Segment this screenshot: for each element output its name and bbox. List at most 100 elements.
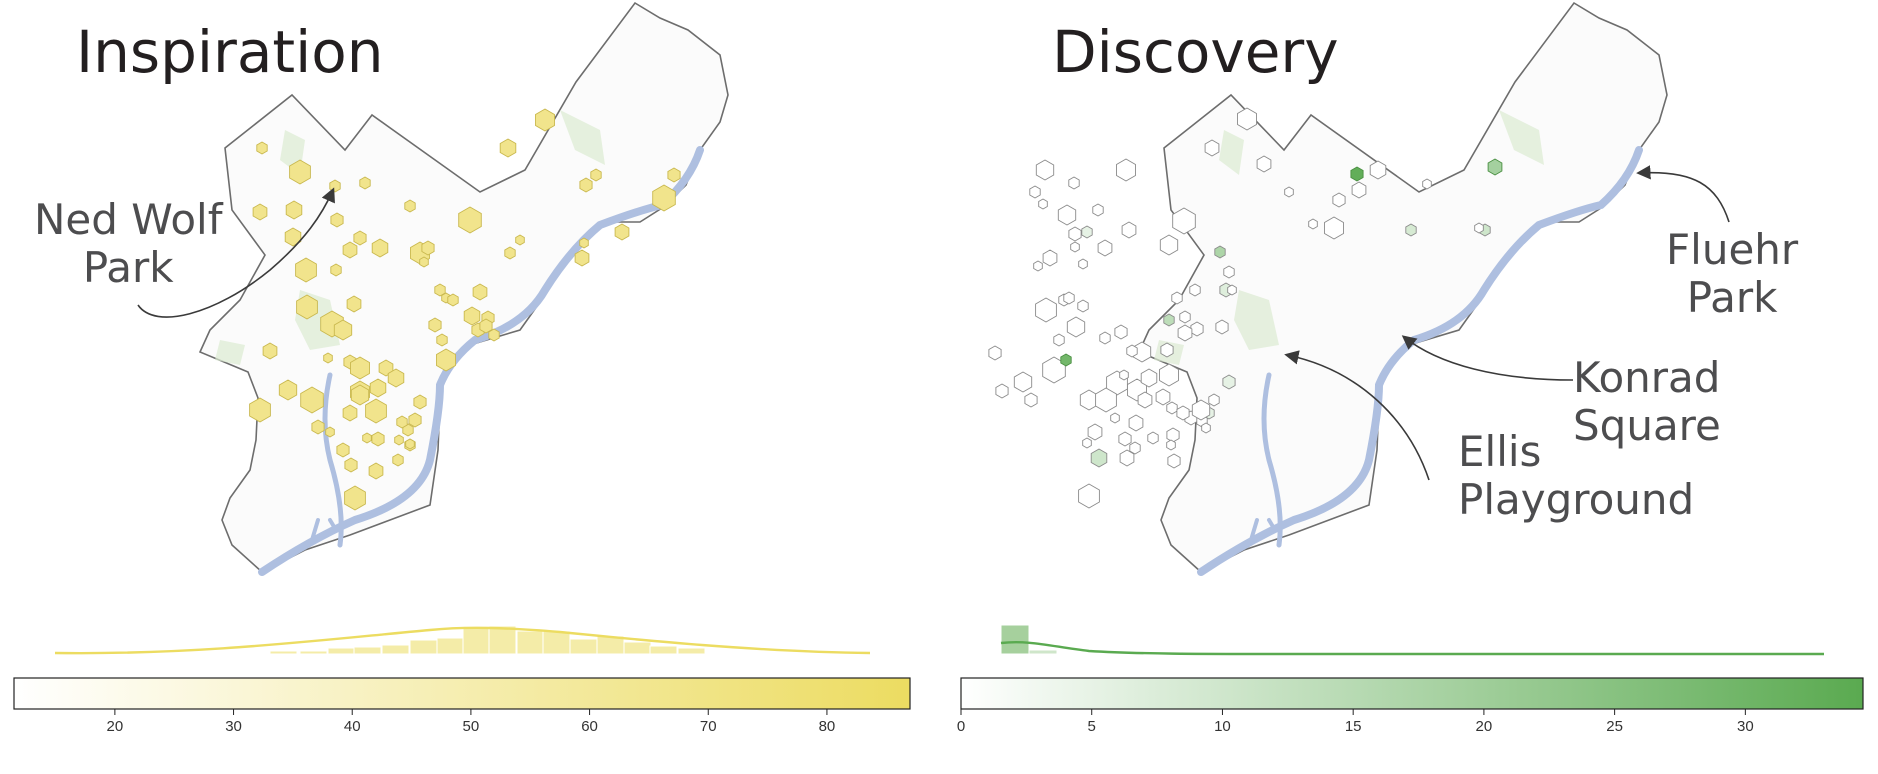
discovery-hexbin	[1190, 321, 1204, 337]
discovery-hexbin	[1332, 192, 1346, 208]
inspiration-hexbin	[346, 295, 362, 313]
inspiration-hexbin	[515, 234, 525, 246]
inspiration-histogram-bar	[542, 630, 571, 655]
discovery-hexbin	[1137, 391, 1153, 409]
inspiration-hexbin	[329, 179, 341, 193]
inspiration-hexbin	[350, 384, 370, 406]
discovery-hexbin	[1166, 439, 1176, 451]
inspiration-hexbin	[371, 238, 389, 258]
inspiration-hexbin	[285, 200, 303, 220]
discovery-hexbin	[1116, 158, 1136, 182]
inspiration-hexbin	[323, 352, 333, 364]
discovery-hexbin	[1129, 441, 1141, 455]
inspiration-hexbin	[311, 419, 325, 435]
inspiration-hexbin	[421, 240, 435, 256]
discovery-hexbin	[1208, 393, 1220, 407]
inspiration-hexbin	[413, 394, 427, 410]
inspiration-density-curve	[54, 626, 871, 655]
ned-wolf-park-line1: Ned Wolf	[34, 195, 223, 244]
discovery-map-svg: 0 5 10 15 20 25 30	[957, 1, 1864, 735]
discovery-hexbin	[1081, 225, 1093, 239]
discovery-hexbin	[1066, 316, 1086, 338]
inspiration-hexbin	[463, 306, 481, 326]
discovery-title: Discovery	[1052, 18, 1339, 86]
discovery-hexbin	[1063, 291, 1075, 305]
colorbar-tick-label: 25	[1606, 718, 1623, 735]
discovery-hexbin	[1087, 423, 1103, 441]
inspiration-hexbin	[353, 230, 367, 246]
ned-wolf-park-line2: Park	[82, 243, 174, 292]
inspiration-hexbin	[574, 249, 590, 267]
inspiration-hexbin	[342, 241, 358, 259]
discovery-hexbin	[1033, 260, 1043, 272]
discovery-hexbin	[988, 345, 1002, 361]
inspiration-hexbins	[249, 108, 681, 511]
discovery-hexbin	[1070, 241, 1080, 253]
discovery-panel: 0 5 10 15 20 25 30 Discovery Fluehr Park Konra…	[939, 0, 1878, 774]
inspiration-hexbin	[488, 328, 500, 342]
discovery-hexbin	[1166, 427, 1180, 443]
discovery-hexbin	[1077, 299, 1089, 313]
inspiration-histogram-bar	[516, 630, 545, 655]
discovery-hexbin	[1092, 203, 1104, 217]
discovery-hexbin	[1189, 283, 1201, 297]
discovery-hexbin	[1082, 437, 1092, 449]
discovery-hexbin	[1191, 399, 1211, 421]
discovery-hexbin	[1237, 107, 1257, 131]
colorbar-tick-label: 5	[1088, 718, 1096, 735]
inspiration-hexbin	[652, 184, 676, 212]
discovery-hexbin	[1487, 158, 1503, 176]
inspiration-hexbin	[289, 159, 311, 185]
inspiration-hexbin	[579, 237, 589, 249]
inspiration-hexbin	[436, 348, 456, 372]
discovery-hexbin	[1110, 412, 1120, 424]
discovery-hexbin	[1140, 368, 1158, 388]
discovery-hexbin	[1204, 139, 1220, 157]
inspiration-histogram-bar	[436, 637, 465, 655]
discovery-hexbin	[1147, 431, 1159, 445]
inspiration-hexbin	[300, 386, 324, 414]
inspiration-panel: 20 30 40 50 60 70 80 Inspiration Ned Wolf Park	[13, 1, 911, 735]
inspiration-histogram-bar	[381, 644, 410, 655]
discovery-hexbin	[1057, 204, 1077, 226]
fluehr-arrow	[1636, 165, 1730, 223]
konrad-square-line1: Konrad Square	[1573, 353, 1721, 450]
discovery-histogram	[1000, 624, 1058, 655]
fluehr-park-label: Fluehr Park	[1666, 226, 1798, 322]
inspiration-hexbin	[458, 206, 482, 234]
inspiration-hexbin	[472, 283, 488, 301]
inspiration-hexbin	[359, 176, 371, 190]
colorbar-tick-label: 70	[700, 718, 717, 735]
inspiration-hexbin	[362, 432, 372, 444]
inspiration-histogram-bar	[409, 639, 438, 655]
inspiration-hexbin	[436, 333, 448, 347]
inspiration-histogram-bar	[623, 641, 652, 655]
inspiration-hexbin	[350, 356, 370, 380]
colorbar-tick-label: 10	[1214, 718, 1231, 735]
colorbar-tick-label: 40	[344, 718, 361, 735]
discovery-hexbin	[1126, 344, 1138, 358]
discovery-hexbin	[1308, 218, 1318, 230]
discovery-hexbin	[1097, 239, 1113, 257]
discovery-hexbin	[1118, 431, 1132, 447]
inspiration-hexbin	[396, 415, 408, 429]
discovery-hexbin	[1474, 222, 1484, 234]
discovery-colorbar	[960, 677, 1864, 710]
inspiration-histogram-bar	[269, 650, 298, 655]
discovery-hexbin	[1179, 310, 1191, 324]
discovery-hexbin	[1350, 166, 1364, 182]
colorbar-tick-label: 20	[1476, 718, 1493, 735]
discovery-hexbin	[1405, 223, 1417, 237]
discovery-hexbin	[1214, 245, 1226, 259]
discovery-hexbin	[1369, 160, 1387, 180]
inspiration-hexbin	[405, 438, 415, 450]
inspiration-hexbin	[296, 294, 318, 320]
discovery-hexbin	[1024, 392, 1038, 408]
discovery-hexbin	[1053, 333, 1065, 347]
inspiration-hexbin	[535, 108, 555, 132]
city-boundary	[198, 1, 729, 573]
discovery-hexbin	[1176, 405, 1190, 421]
inspiration-hexbin	[371, 431, 385, 447]
discovery-density-curve	[1000, 641, 1824, 656]
discovery-hexbin	[1201, 422, 1211, 434]
